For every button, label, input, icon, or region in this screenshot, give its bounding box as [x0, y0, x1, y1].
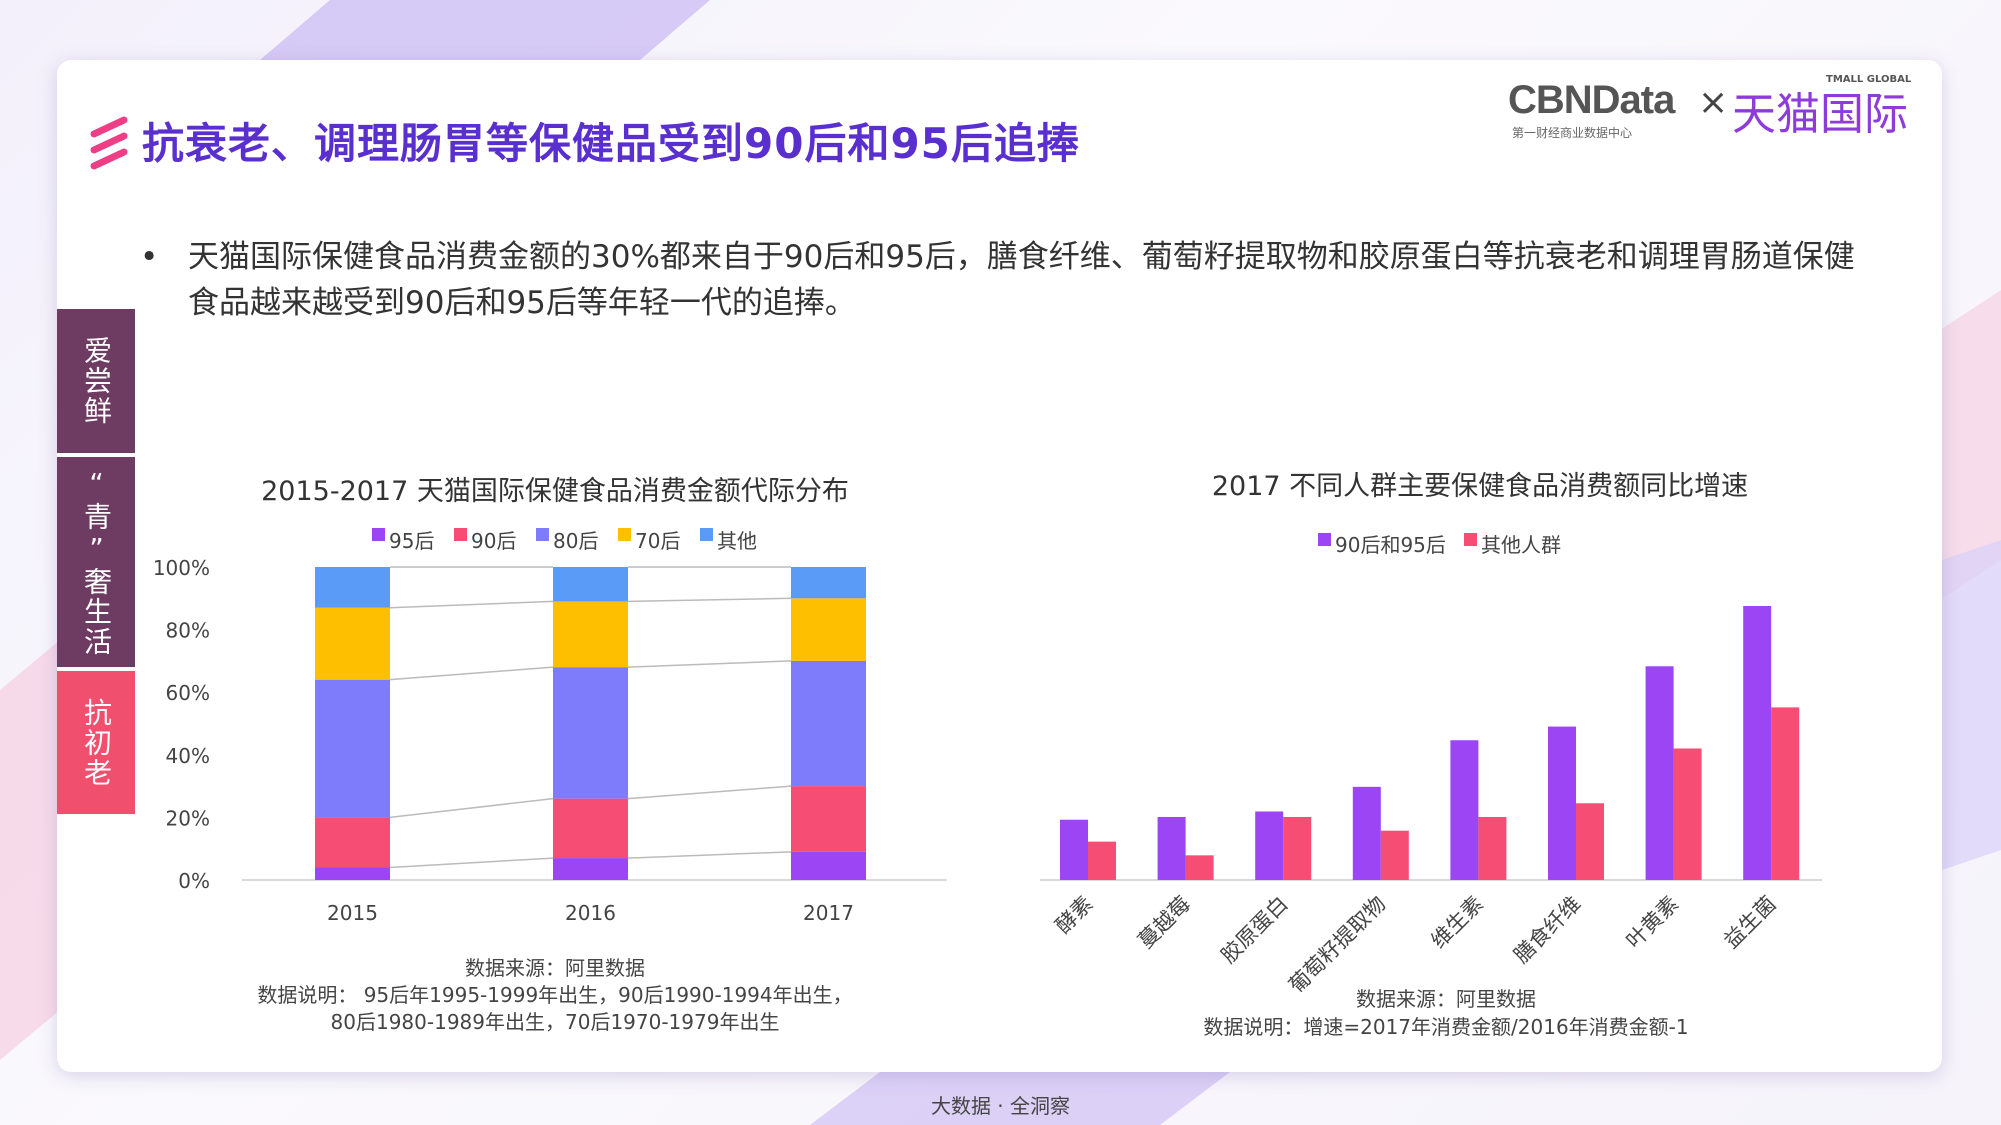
bar	[1283, 816, 1312, 880]
y-tick-label: 60%	[166, 681, 210, 705]
x-tick-label: 叶黄素	[1622, 892, 1684, 954]
legend-label: 90后	[471, 529, 516, 553]
chart-note: 数据说明：增速=2017年消费金额/2016年消费金额-1	[1203, 1015, 1688, 1039]
bar-segment	[791, 660, 866, 787]
bar	[1743, 606, 1772, 880]
y-tick-label: 100%	[153, 556, 210, 580]
legend-swatch	[700, 528, 713, 541]
x-tick-label: 葡萄籽提取物	[1284, 892, 1390, 998]
chart-note: 数据来源：阿里数据	[465, 956, 645, 980]
side-tab-light-luxury[interactable]: “青”奢生活	[57, 457, 135, 667]
series-connector-line	[627, 660, 792, 668]
y-tick-label: 20%	[166, 806, 210, 830]
bar	[1576, 803, 1604, 880]
bar	[1060, 819, 1088, 880]
bar-segment	[553, 567, 628, 602]
bar	[1380, 830, 1409, 880]
footer-slogan: 大数据 · 全洞察	[930, 1094, 1071, 1118]
tab-label: 抗初老	[80, 697, 113, 788]
bar	[1255, 811, 1284, 880]
bar-segment	[553, 858, 628, 880]
x-tick-label: 膳食纤维	[1509, 892, 1585, 968]
bar	[1185, 855, 1214, 880]
summary-bullet: • 天猫国际保健食品消费金额的30%都来自于90后和95后，膳食纤维、葡萄籽提取…	[140, 234, 1860, 326]
legend-swatch	[1464, 533, 1477, 546]
series-connector-line	[389, 600, 554, 609]
logo-times: ×	[1698, 82, 1729, 123]
bar-segment	[791, 598, 866, 661]
bar-segment	[791, 851, 866, 880]
y-tick-label: 80%	[166, 619, 210, 643]
side-tab-anti-aging[interactable]: 抗初老	[57, 671, 135, 814]
page-title: 抗衰老、调理肠胃等保健品受到90后和95后追捧	[142, 119, 1080, 168]
legend-swatch	[454, 528, 467, 541]
x-tick-label: 维生素	[1426, 892, 1488, 954]
x-tick-label: 2016	[565, 901, 616, 925]
legend-label: 90后和95后	[1335, 533, 1446, 557]
legend-label: 95后	[389, 529, 434, 553]
legend-label: 其他人群	[1481, 533, 1561, 557]
x-tick-label: 胶原蛋白	[1216, 892, 1292, 968]
bar-segment	[553, 667, 628, 799]
bar	[1352, 786, 1381, 880]
cbndata-logo: CBNData	[1508, 78, 1675, 122]
chart-title: 2017 不同人群主要保健食品消费额同比增速	[1212, 471, 1748, 502]
bar	[1548, 726, 1576, 880]
series-connector-line	[389, 666, 554, 681]
x-tick-label: 益生菌	[1719, 892, 1781, 954]
slide-card	[57, 60, 1942, 1072]
bar	[1645, 666, 1674, 880]
series-connector-line	[627, 851, 792, 859]
series-connector-line	[389, 857, 554, 869]
bar-segment	[315, 679, 390, 818]
logo-subtitle: 第一财经商业数据中心	[1512, 126, 1633, 140]
tmall-logo: 天猫国际	[1732, 89, 1908, 140]
series-connector-line	[627, 597, 792, 603]
x-tick-label: 酵素	[1051, 892, 1098, 939]
chart-note: 数据来源：阿里数据	[1356, 987, 1536, 1011]
legend-swatch	[536, 528, 549, 541]
legend-swatch	[618, 528, 631, 541]
summary-text: 天猫国际保健食品消费金额的30%都来自于90后和95后，膳食纤维、葡萄籽提取物和…	[188, 239, 1855, 321]
legend-swatch	[372, 528, 385, 541]
series-connector-line	[389, 797, 554, 819]
bar	[1673, 748, 1702, 880]
chart-note: 数据说明： 95后年1995-1999年出生，90后1990-1994年出生，	[257, 983, 852, 1007]
bullet-marker: •	[140, 239, 159, 275]
y-tick-label: 40%	[166, 744, 210, 768]
bar-segment	[791, 786, 866, 852]
side-tab-try-new[interactable]: 爱尝鲜	[57, 309, 135, 453]
brand-logo: CBNData 第一财经商业数据中心 × 天猫国际 TMALL GLOBAL	[1508, 74, 1911, 140]
bar-segment	[791, 567, 866, 599]
x-tick-label: 2015	[327, 901, 378, 925]
tab-label: “青”奢生活	[80, 467, 113, 657]
legend-label: 80后	[553, 529, 598, 553]
y-tick-label: 0%	[178, 869, 210, 893]
legend-swatch	[1318, 533, 1331, 546]
legend-label: 其他	[717, 529, 757, 553]
bar-segment	[553, 601, 628, 668]
bar	[1450, 740, 1479, 880]
stripes-icon	[90, 116, 128, 170]
bar	[1157, 816, 1186, 880]
bar-segment	[315, 867, 390, 880]
x-tick-label: 2017	[803, 901, 854, 925]
bar	[1088, 841, 1116, 880]
bar-segment	[315, 817, 390, 868]
legend-label: 70后	[635, 529, 680, 553]
bar-segment	[315, 567, 390, 608]
chart-note: 80后1980-1989年出生，70后1970-1979年出生	[331, 1010, 780, 1034]
tab-label: 爱尝鲜	[80, 336, 113, 426]
tmall-global-label: TMALL GLOBAL	[1826, 74, 1912, 85]
bar-segment	[553, 798, 628, 859]
bar	[1771, 707, 1800, 880]
chart-title: 2015-2017 天猫国际保健食品消费金额代际分布	[261, 476, 849, 507]
bar-segment	[315, 607, 390, 680]
series-connector-line	[627, 785, 792, 800]
bar	[1478, 816, 1507, 880]
x-tick-label: 蔓越莓	[1134, 892, 1196, 954]
